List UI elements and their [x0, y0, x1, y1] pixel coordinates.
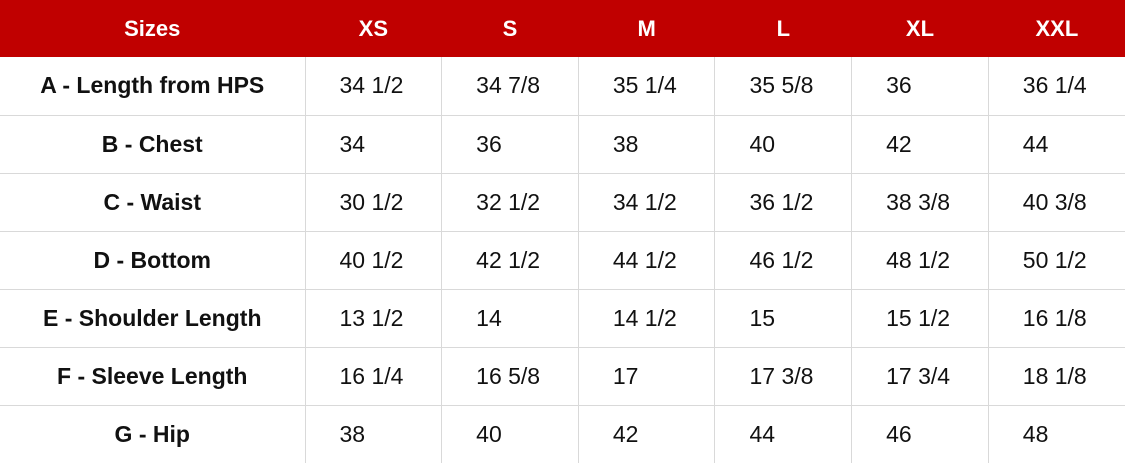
header-cell: XL [851, 0, 989, 57]
size-value: 16 1/8 [988, 289, 1125, 348]
table-row: C - Waist 30 1/2 32 1/2 34 1/2 36 1/2 38 3/8 4… [0, 173, 1125, 232]
size-value: 30 1/2 [305, 173, 443, 232]
size-value: 38 [578, 115, 716, 174]
size-value: 15 [714, 289, 853, 348]
table-row: E - Shoulder Length 13 1/2 14 14 1/2 15 15 1/… [0, 289, 1125, 348]
size-value: 44 [714, 405, 853, 463]
size-value: 46 [851, 405, 989, 463]
table-row: D - Bottom 40 1/2 42 1/2 44 1/2 46 1/2 48 1/2… [0, 231, 1125, 290]
table-row: A - Length from HPS 34 1/2 34 7/8 35 1/4 35 … [0, 57, 1125, 116]
row-label: G - Hip [0, 405, 306, 463]
size-value: 38 3/8 [851, 173, 989, 232]
size-value: 34 [305, 115, 443, 174]
row-label: B - Chest [0, 115, 306, 174]
size-value: 34 7/8 [441, 57, 579, 116]
size-value: 34 1/2 [305, 57, 443, 116]
size-value: 42 [851, 115, 989, 174]
size-value: 44 1/2 [578, 231, 716, 290]
size-value: 17 3/4 [851, 347, 989, 406]
row-label: C - Waist [0, 173, 306, 232]
size-value: 17 [578, 347, 716, 406]
size-value: 46 1/2 [714, 231, 853, 290]
row-label: E - Shoulder Length [0, 289, 306, 348]
table-row: B - Chest 34 36 38 40 42 44 [0, 115, 1125, 174]
table-row: F - Sleeve Length 16 1/4 16 5/8 17 17 3/8 17 … [0, 347, 1125, 406]
size-value: 36 1/2 [714, 173, 853, 232]
size-value: 16 5/8 [441, 347, 579, 406]
size-value: 50 1/2 [988, 231, 1125, 290]
size-value: 32 1/2 [441, 173, 579, 232]
size-value: 14 1/2 [578, 289, 716, 348]
row-label: A - Length from HPS [0, 57, 306, 116]
header-cell: M [578, 0, 716, 57]
size-value: 48 1/2 [851, 231, 989, 290]
header-cell: S [441, 0, 579, 57]
size-value: 15 1/2 [851, 289, 989, 348]
row-label: F - Sleeve Length [0, 347, 306, 406]
size-value: 42 [578, 405, 716, 463]
size-value: 38 [305, 405, 443, 463]
header-cell: Sizes [0, 0, 306, 57]
size-value: 35 1/4 [578, 57, 716, 116]
size-value: 14 [441, 289, 579, 348]
size-value: 48 [1022, 420, 1049, 447]
size-value: 42 1/2 [441, 231, 579, 290]
size-value: 44 [988, 115, 1125, 174]
table-body: A - Length from HPS 34 1/2 34 7/8 35 1/4 35 … [0, 57, 1125, 463]
size-value: 40 [714, 115, 853, 174]
header-cell: XXL [988, 0, 1125, 57]
header-cell: L [714, 0, 853, 57]
size-value: 35 5/8 [714, 57, 853, 116]
size-value: 34 1/2 [578, 173, 716, 232]
table-row: G - Hip 38 40 42 44 46 48 [0, 405, 1125, 463]
size-value: 40 1/2 [305, 231, 443, 290]
header-cell: XS [305, 0, 443, 57]
size-value: 18 1/8 [988, 347, 1125, 406]
header-row: Sizes XS S M L XL XXL [0, 0, 1125, 57]
size-value: 16 1/4 [305, 347, 443, 406]
row-label: D - Bottom [0, 231, 306, 290]
size-value: 13 1/2 [305, 289, 443, 348]
size-value: 40 [441, 405, 579, 463]
size-value: 17 3/8 [714, 347, 853, 406]
size-value: 36 [851, 57, 989, 116]
size-value: 36 1/4 [988, 57, 1125, 116]
size-value: 40 3/8 [988, 173, 1125, 232]
size-value: 36 [441, 115, 579, 174]
